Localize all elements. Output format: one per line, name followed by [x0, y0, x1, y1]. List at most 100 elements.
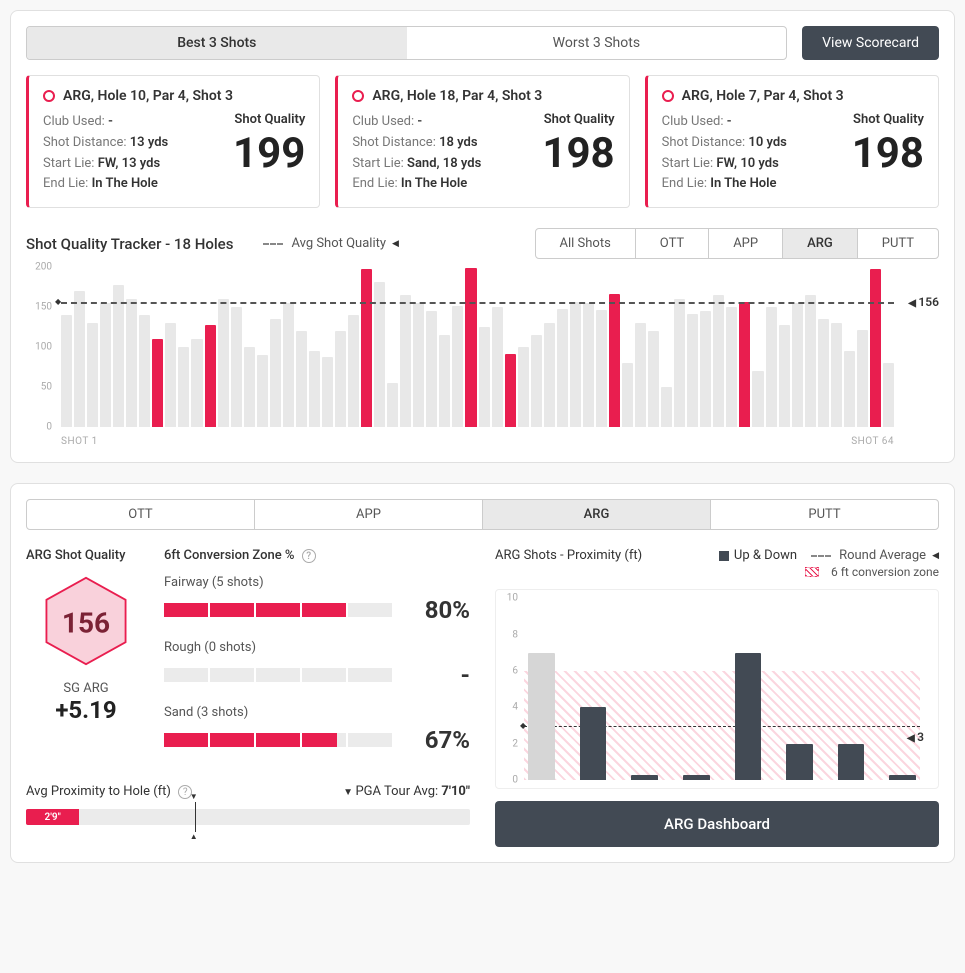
- bar: [348, 315, 359, 427]
- bar: [518, 347, 529, 427]
- lower-panel: OTTAPPARGPUTT ARG Shot Quality 156 SG AR…: [10, 483, 955, 863]
- bar: [792, 303, 803, 427]
- bar: [635, 323, 646, 427]
- filter-tab-app[interactable]: APP: [709, 229, 783, 258]
- bar: [557, 309, 568, 427]
- shot-cards-row: ARG, Hole 10, Par 4, Shot 3 Club Used: -…: [26, 75, 939, 208]
- lower-tab-arg[interactable]: ARG: [483, 500, 711, 529]
- bar: [283, 303, 294, 427]
- bar: [570, 302, 581, 427]
- conv-row-label: Fairway (5 shots): [164, 575, 470, 590]
- conversion-row: Sand (3 shots) 67%: [164, 705, 470, 754]
- tab-worst-shots[interactable]: Worst 3 Shots: [407, 27, 787, 59]
- conversion-row: Rough (0 shots) -: [164, 640, 470, 689]
- bar: [61, 315, 72, 427]
- hex-value: 156: [62, 607, 110, 640]
- conv-zone-title: 6ft Conversion Zone % ?: [164, 548, 470, 563]
- progress-bar: [164, 668, 392, 682]
- pga-marker-icon: [195, 802, 197, 832]
- pga-avg: ▼ PGA Tour Avg: 7'10": [343, 784, 470, 799]
- bar: [857, 330, 868, 428]
- circle-icon: [662, 90, 674, 102]
- view-scorecard-button[interactable]: View Scorecard: [802, 26, 939, 60]
- bar: [74, 291, 85, 427]
- conv-row-label: Rough (0 shots): [164, 640, 470, 655]
- sq-value: 199: [233, 133, 305, 175]
- bar: [818, 319, 829, 427]
- x-label-last: SHOT 64: [851, 436, 894, 447]
- arg-dashboard-button[interactable]: ARG Dashboard: [495, 801, 939, 847]
- tracker-filter-tabs: All ShotsOTTAPPARGPUTT: [535, 228, 940, 259]
- tracker-header: Shot Quality Tracker - 18 Holes Avg Shot…: [26, 228, 939, 259]
- lower-tab-ott[interactable]: OTT: [27, 500, 255, 529]
- arg-sq-title: ARG Shot Quality: [26, 548, 146, 563]
- shot-card[interactable]: ARG, Hole 7, Par 4, Shot 3 Club Used: - …: [645, 75, 939, 208]
- bar: [244, 347, 255, 427]
- prox-title: Avg Proximity to Hole (ft): [26, 784, 171, 799]
- sq-value: 198: [542, 133, 614, 175]
- shot-card-title: ARG, Hole 10, Par 4, Shot 3: [63, 88, 233, 104]
- progress-bar: [164, 733, 392, 747]
- legend-zone: 6 ft conversion zone: [831, 565, 939, 579]
- bar: [165, 323, 176, 427]
- shot-quality-chart: 200150100500 156 SHOT 1 SHOT 64: [26, 267, 939, 447]
- shot-details: Club Used: - Shot Distance: 10 yds Start…: [662, 112, 787, 195]
- bar: [335, 331, 346, 427]
- bar: [544, 323, 555, 427]
- prox-bar: [631, 775, 658, 780]
- filter-tab-arg[interactable]: ARG: [783, 229, 858, 258]
- bar: [413, 303, 424, 427]
- conv-row-label: Sand (3 shots): [164, 705, 470, 720]
- conv-pct: -: [410, 661, 470, 689]
- bar: [139, 315, 150, 427]
- filter-tab-putt[interactable]: PUTT: [858, 229, 938, 258]
- help-icon[interactable]: ?: [302, 549, 316, 563]
- tab-best-shots[interactable]: Best 3 Shots: [27, 27, 407, 59]
- sg-value: +5.19: [26, 696, 146, 724]
- prox-bar: [580, 707, 607, 780]
- bar: [400, 295, 411, 427]
- prox-bar: [735, 653, 762, 780]
- conv-pct: 67%: [410, 726, 470, 754]
- bar: [622, 363, 633, 427]
- shot-card[interactable]: ARG, Hole 10, Par 4, Shot 3 Club Used: -…: [26, 75, 320, 208]
- prox-bar: [683, 775, 710, 780]
- legend-up-down: Up & Down: [719, 548, 797, 563]
- bar: [609, 294, 620, 428]
- shot-card[interactable]: ARG, Hole 18, Par 4, Shot 3 Club Used: -…: [335, 75, 629, 208]
- filter-tab-all-shots[interactable]: All Shots: [536, 229, 636, 258]
- bar: [191, 339, 202, 427]
- bar: [257, 355, 268, 427]
- bar: [218, 299, 229, 427]
- bar: [661, 387, 672, 427]
- conv-pct: 80%: [410, 596, 470, 624]
- circle-icon: [352, 90, 364, 102]
- prox-avg-label: 3: [907, 730, 924, 744]
- sq-value: 198: [852, 133, 924, 175]
- lower-tabs: OTTAPPARGPUTT: [26, 499, 939, 530]
- chart-bars: [61, 267, 894, 427]
- bar: [583, 303, 594, 427]
- bar: [361, 269, 372, 427]
- bar: [152, 339, 163, 427]
- legend-round-avg: Round Average: [811, 548, 939, 563]
- prox-bar: [786, 744, 813, 780]
- bar: [805, 295, 816, 427]
- filter-tab-ott[interactable]: OTT: [636, 229, 709, 258]
- bar: [883, 363, 894, 427]
- proximity-fill: 2'9": [26, 809, 79, 825]
- shot-card-title: ARG, Hole 18, Par 4, Shot 3: [372, 88, 542, 104]
- lower-tab-app[interactable]: APP: [255, 500, 483, 529]
- bar: [596, 310, 607, 427]
- sg-label: SG ARG: [26, 681, 146, 696]
- lower-tab-putt[interactable]: PUTT: [711, 500, 938, 529]
- bar: [100, 303, 111, 427]
- prox-chart-title: ARG Shots - Proximity (ft): [495, 548, 642, 563]
- best-worst-tabs: Best 3 Shots Worst 3 Shots: [26, 26, 787, 60]
- bar: [178, 347, 189, 427]
- proximity-bar: 2'9": [26, 809, 470, 833]
- bar: [205, 325, 216, 427]
- chart-y-axis: 200150100500: [26, 267, 56, 427]
- bar: [231, 307, 242, 427]
- bar: [126, 299, 137, 427]
